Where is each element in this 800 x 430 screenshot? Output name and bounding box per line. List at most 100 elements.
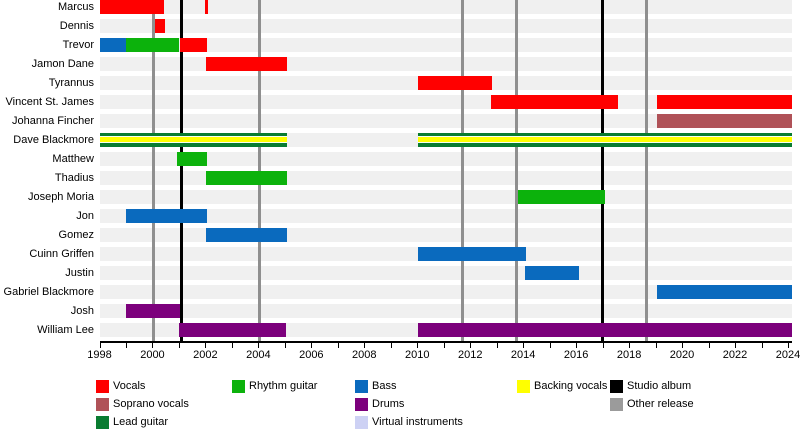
year-tick [549,343,551,348]
member-label: Gomez [58,229,94,241]
x-axis-baseline [99,341,792,343]
legend-swatch-other-release [610,398,623,411]
drums-bar [125,304,180,318]
member-label: Josh [70,305,94,317]
year-tick [443,343,445,348]
year-tick [417,343,419,348]
year-tick-label: 2016 [563,349,589,361]
member-row-band [99,114,792,128]
legend-label: Backing vocals [534,380,608,392]
year-tick [629,343,631,348]
vocals-bar [180,38,207,52]
year-tick [761,343,763,348]
member-label: Cuinn Griffen [29,248,94,260]
year-tick [390,343,392,348]
bass-bar [205,228,287,242]
vocals-bar [205,57,287,71]
other-release-line [460,0,464,341]
bass-bar [418,247,526,261]
year-tick [576,343,578,348]
member-label: Matthew [52,153,94,165]
legend-swatch-vocals [96,380,109,393]
year-tick [284,343,286,348]
vocals-bar [490,95,619,109]
member-label: Dennis [59,20,94,32]
vocals-bar [656,95,793,109]
lead-guitar-bar [99,133,287,147]
legend-label: Soprano vocals [113,398,189,410]
vocals-bar [204,0,208,14]
year-tick-label: 2024 [775,349,800,361]
legend-label: Other release [627,398,694,410]
year-tick [496,343,498,348]
year-tick [470,343,472,348]
year-tick [311,343,313,348]
year-tick-label: 2012 [457,349,483,361]
lead-guitar-bar [418,133,793,147]
legend-swatch-rhythm-guitar [232,380,245,393]
legend-swatch-lead-guitar [96,416,109,429]
year-tick [602,343,604,348]
other-release-line [644,0,648,341]
member-label: Dave Blackmore [13,134,94,146]
member-label: Justin [65,267,94,279]
legend-label: Studio album [627,380,692,392]
other-release-line [515,0,519,341]
soprano-vocals-bar [656,114,793,128]
member-label: Vincent St. James [5,96,94,108]
year-tick [708,343,710,348]
vocals-bar [155,19,165,33]
year-tick [205,343,207,348]
other-release-line [258,0,262,341]
bass-bar [99,38,126,52]
year-tick [682,343,684,348]
bass-bar [525,266,579,280]
member-row-band [99,38,792,52]
year-tick [125,343,127,348]
other-release-line [152,0,156,341]
member-label: Trevor [62,39,94,51]
legend-swatch-studio-album [610,380,623,393]
member-label: Joseph Moria [27,191,94,203]
member-label: Johanna Fincher [12,115,94,127]
member-row-band [99,266,792,280]
year-tick-label: 2018 [616,349,642,361]
legend-swatch-drums [355,398,368,411]
vocals-bar [418,76,492,90]
year-tick-label: 1998 [87,349,112,361]
member-row-band [99,304,792,318]
drums-bar [418,323,793,337]
legend-label: Drums [372,398,405,410]
year-tick [655,343,657,348]
year-tick-label: 2022 [722,349,748,361]
rhythm-guitar-bar [518,190,606,204]
legend-label: Vocals [113,380,146,392]
backing-vocals-stripe [99,136,287,143]
year-tick [178,343,180,348]
member-row-band [99,57,792,71]
year-tick-label: 2014 [510,349,536,361]
legend-label: Bass [372,380,397,392]
year-tick [152,343,154,348]
rhythm-guitar-bar [205,171,287,185]
legend-swatch-bass [355,380,368,393]
year-tick [337,343,339,348]
studio-album-line [180,0,184,341]
member-label: Jamon Dane [31,58,94,70]
member-label: William Lee [37,324,94,336]
member-row-band [99,19,792,33]
member-row-band [99,95,792,109]
studio-album-line [601,0,605,341]
member-row-band [99,0,792,14]
member-label: Gabriel Blackmore [3,286,94,298]
rhythm-guitar-bar [177,152,207,166]
legend-swatch-virtual-instruments [355,416,368,429]
legend-label: Lead guitar [113,416,169,428]
year-tick [735,343,737,348]
member-label: Thadius [54,172,94,184]
year-tick-label: 2020 [669,349,695,361]
backing-vocals-stripe [418,136,793,143]
year-tick [231,343,233,348]
year-tick-label: 2004 [246,349,271,361]
